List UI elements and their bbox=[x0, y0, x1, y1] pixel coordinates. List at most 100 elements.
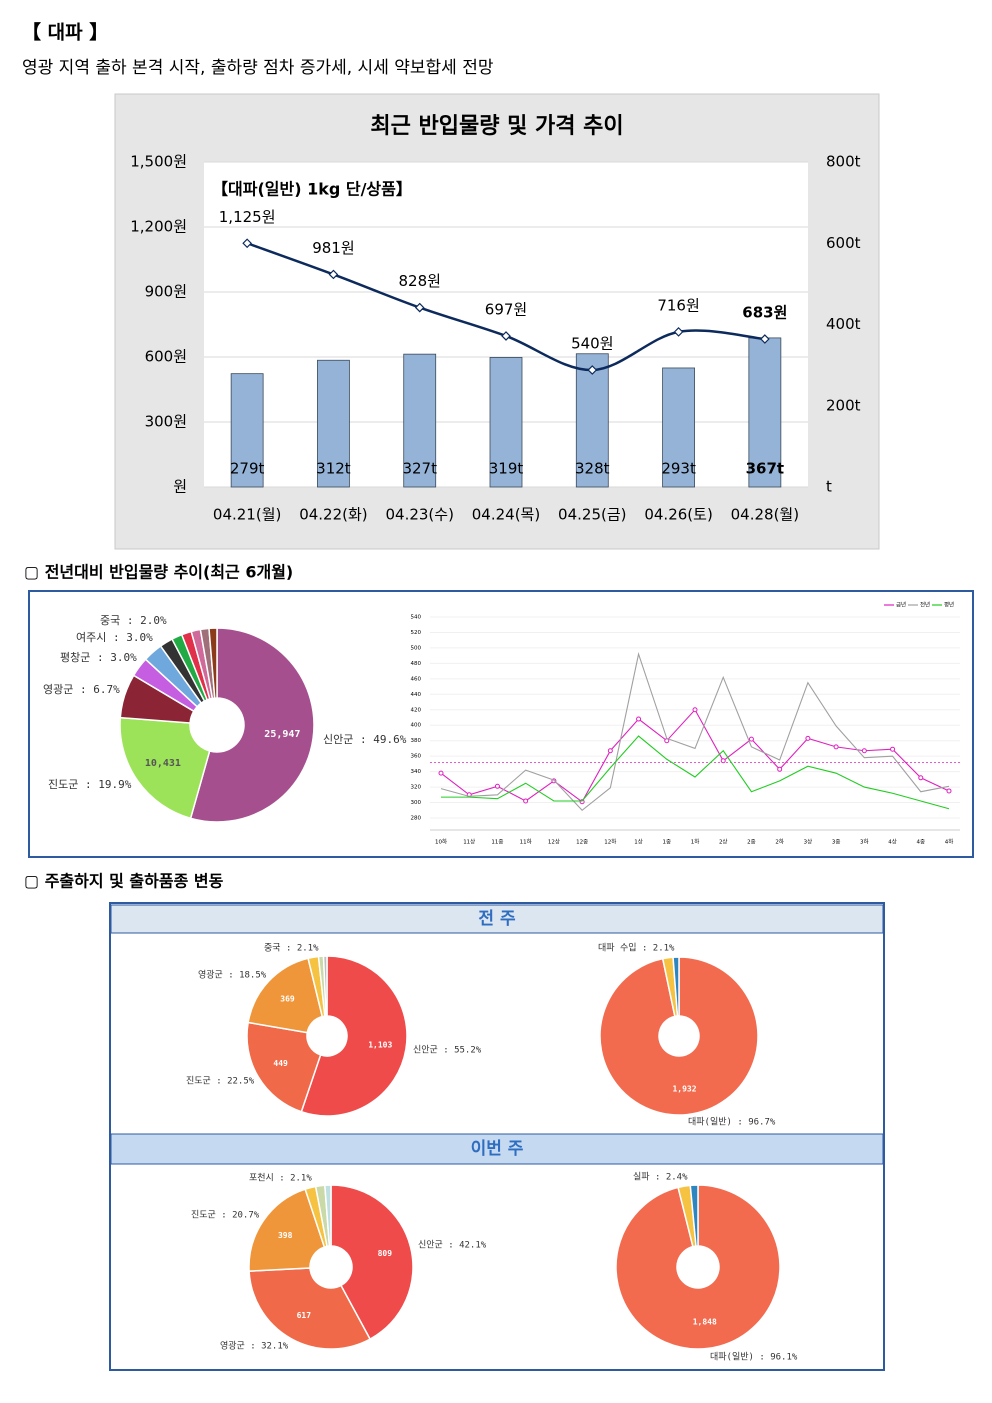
y2-tick-label: 800t bbox=[826, 153, 861, 171]
y-tick-label: 900원 bbox=[145, 283, 187, 301]
bar-label: 279t bbox=[230, 460, 265, 478]
slice-label: 중국 : 2.1% bbox=[264, 943, 319, 954]
y-tick-label: 원 bbox=[173, 478, 187, 496]
amount-label: 1,932 bbox=[672, 1085, 696, 1094]
point bbox=[494, 783, 500, 789]
y2-tick-label: 400t bbox=[826, 315, 861, 333]
slice bbox=[248, 1188, 326, 1272]
slice-label: 여주시 : 3.0% bbox=[76, 631, 153, 644]
slice bbox=[208, 627, 218, 699]
panel-header bbox=[110, 1133, 884, 1165]
price-label: 1,125원 bbox=[219, 208, 276, 226]
price-label: 697원 bbox=[485, 300, 527, 318]
y-tick-label: 340 bbox=[411, 769, 422, 775]
price-label: 981원 bbox=[312, 239, 354, 257]
slice-label: 영광군 : 18.5% bbox=[198, 969, 267, 981]
amount-label: 10,431 bbox=[145, 758, 181, 769]
x-tick-label: 12하 bbox=[604, 838, 616, 846]
point bbox=[777, 766, 783, 772]
slice bbox=[689, 1184, 699, 1247]
y-tick-label: 300원 bbox=[145, 413, 187, 431]
panel-title: 이번 주 bbox=[471, 1139, 524, 1159]
bar-label: 293t bbox=[661, 460, 696, 478]
slice-label: 진도군 : 19.9% bbox=[48, 778, 132, 791]
slice bbox=[599, 956, 759, 1116]
bar bbox=[662, 367, 695, 488]
bar-label: 327t bbox=[402, 460, 437, 478]
y-tick-label: 400 bbox=[411, 723, 422, 729]
y-tick-label: 500 bbox=[411, 645, 422, 651]
slice bbox=[322, 955, 328, 1017]
price-label: 683원 bbox=[742, 304, 787, 322]
point bbox=[918, 775, 924, 781]
x-tick-label: 1중 bbox=[662, 839, 671, 846]
amount-label: 617 bbox=[297, 1311, 312, 1320]
slice-label: 평창군 : 3.0% bbox=[60, 651, 137, 664]
x-tick-label: 2중 bbox=[747, 839, 756, 846]
chart-title: 최근 반입물량 및 가격 추이 bbox=[370, 114, 623, 139]
x-tick-label: 04.26(토) bbox=[644, 506, 712, 524]
bar-label: 312t bbox=[316, 460, 351, 478]
price-marker bbox=[501, 331, 511, 341]
point bbox=[636, 716, 642, 722]
bar bbox=[230, 373, 264, 488]
panel-header bbox=[110, 904, 884, 934]
x-tick-label: 11중 bbox=[491, 839, 503, 846]
x-tick-label: 4상 bbox=[888, 838, 897, 846]
amount-label: 1,848 bbox=[693, 1318, 717, 1327]
y-tick-label: 320 bbox=[411, 785, 422, 791]
amount-label: 449 bbox=[273, 1059, 288, 1068]
panel-title: 전 주 bbox=[478, 909, 516, 929]
slice-label: 대파(일반) : 96.1% bbox=[710, 1352, 798, 1363]
slice-label: 실파 : 2.4% bbox=[633, 1172, 688, 1183]
x-tick-label: 3중 bbox=[832, 839, 841, 846]
amount-label: 25,947 bbox=[264, 729, 300, 740]
page-title: 【 대파 】 bbox=[22, 21, 108, 44]
slice-label: 영광군 : 32.1% bbox=[220, 1340, 289, 1352]
y-tick-label: 280 bbox=[411, 816, 422, 822]
point bbox=[748, 736, 754, 742]
y-tick-label: 380 bbox=[411, 738, 422, 744]
x-tick-label: 04.28(월) bbox=[731, 506, 799, 524]
point bbox=[861, 748, 867, 754]
x-tick-label: 4중 bbox=[916, 839, 925, 846]
point bbox=[692, 707, 698, 713]
slice bbox=[247, 957, 324, 1034]
y-tick-label: 440 bbox=[411, 692, 422, 698]
slice-label: 중국 : 2.0% bbox=[100, 614, 167, 627]
x-tick-label: 1상 bbox=[634, 838, 643, 846]
y-tick-label: 1,500원 bbox=[130, 153, 187, 171]
price-marker bbox=[673, 327, 684, 337]
x-tick-label: 10하 bbox=[435, 838, 447, 846]
bar bbox=[489, 357, 523, 488]
slice-label: 대파 수입 : 2.1% bbox=[598, 942, 675, 954]
price-marker bbox=[587, 365, 598, 375]
x-tick-label: 2하 bbox=[775, 838, 784, 846]
amount-label: 1,103 bbox=[368, 1040, 392, 1049]
amount-label: 809 bbox=[378, 1249, 393, 1258]
legend-label: 전년 bbox=[920, 601, 930, 609]
point bbox=[523, 798, 529, 804]
y-tick-label: 480 bbox=[411, 661, 422, 667]
price-marker bbox=[760, 334, 770, 344]
x-tick-label: 04.21(월) bbox=[213, 506, 281, 524]
y-tick-label: 600원 bbox=[145, 348, 187, 366]
slice-label: 대파(일반) : 96.7% bbox=[688, 1117, 776, 1128]
price-label: 716원 bbox=[657, 296, 699, 314]
section-title: ▢ 전년대비 반입물량 추이(최근 6개월) bbox=[24, 563, 293, 582]
bar-label: 319t bbox=[489, 460, 524, 478]
x-tick-label: 04.25(금) bbox=[558, 506, 626, 524]
slice-label: 진도군 : 20.7% bbox=[191, 1210, 260, 1221]
price-marker bbox=[414, 302, 425, 313]
bar bbox=[403, 353, 437, 488]
slice-label: 신안군 : 49.6% bbox=[323, 733, 407, 746]
y2-tick-label: 200t bbox=[826, 396, 861, 414]
y2-tick-label: 600t bbox=[826, 234, 861, 252]
bar-label: 328t bbox=[575, 460, 610, 478]
slice bbox=[119, 716, 211, 820]
y-tick-label: 300 bbox=[411, 800, 422, 806]
x-tick-label: 3하 bbox=[860, 838, 869, 846]
legend-label: 평년 bbox=[944, 601, 954, 609]
legend-label: 금년 bbox=[896, 601, 906, 609]
